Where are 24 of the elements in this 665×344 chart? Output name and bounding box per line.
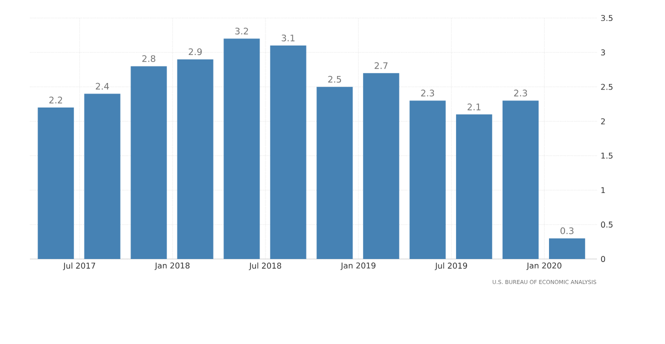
bar xyxy=(363,73,400,259)
data-label: 3.1 xyxy=(282,34,295,42)
data-label: 2.3 xyxy=(514,90,527,96)
bar xyxy=(224,38,260,259)
data-label: 2.1 xyxy=(468,104,480,110)
bar xyxy=(549,238,586,259)
bar xyxy=(502,100,539,259)
data-label: 2.3 xyxy=(421,90,434,96)
bar xyxy=(130,66,167,259)
data-label: 2.4 xyxy=(96,82,109,90)
bar xyxy=(456,114,492,259)
data-label: 0.3 xyxy=(560,227,574,234)
data-label: 2.7 xyxy=(374,62,388,69)
bar xyxy=(410,100,446,259)
bar xyxy=(84,94,120,259)
data-label: 2.8 xyxy=(142,55,156,62)
data-label: 2.5 xyxy=(328,76,342,83)
bar xyxy=(38,108,74,259)
data-label: 2.2 xyxy=(49,96,62,104)
bar xyxy=(177,59,214,259)
bar xyxy=(270,46,306,259)
data-label: 2.9 xyxy=(188,48,202,56)
data-label: 3.2 xyxy=(235,28,248,34)
bar xyxy=(316,86,353,259)
